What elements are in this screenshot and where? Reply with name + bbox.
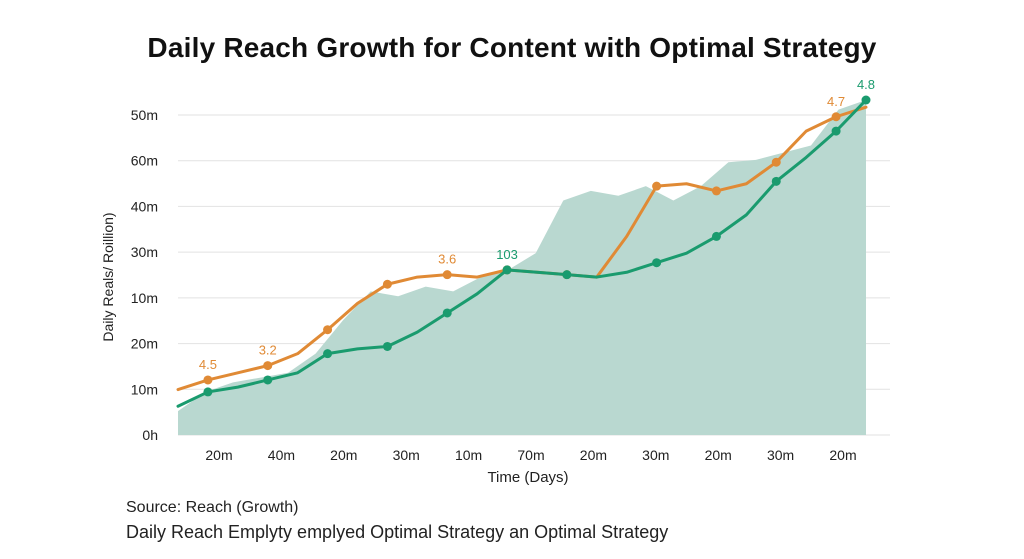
series-1-point bbox=[771, 157, 781, 167]
x-tick-label: 20m bbox=[829, 447, 856, 463]
series-2-point bbox=[652, 258, 662, 268]
x-tick-label: 20m bbox=[205, 447, 232, 463]
y-tick-label: 60m bbox=[131, 153, 158, 169]
series-layer: 4.5 3.2 3.6 4.7 103 4.8 bbox=[176, 77, 875, 408]
series-1-point bbox=[711, 186, 721, 196]
x-tick-label: 30m bbox=[767, 447, 794, 463]
y-axis-label: Daily Reals/ Roillion) bbox=[100, 212, 116, 342]
series-2-point bbox=[442, 308, 452, 318]
data-label: 4.5 bbox=[199, 357, 217, 372]
area-layer bbox=[178, 100, 866, 435]
series-1-point bbox=[323, 325, 333, 335]
data-label: 3.2 bbox=[259, 343, 277, 358]
chart-title: Daily Reach Growth for Content with Opti… bbox=[147, 32, 877, 63]
series-2-point bbox=[711, 231, 721, 241]
series-1-point bbox=[263, 361, 273, 371]
y-tick-label: 10m bbox=[131, 381, 158, 397]
series-2-point bbox=[502, 265, 512, 275]
series-1-point bbox=[442, 270, 452, 280]
series-1-point bbox=[652, 181, 662, 191]
series-2-point bbox=[203, 387, 213, 397]
x-tick-label: 20m bbox=[705, 447, 732, 463]
series-1-point bbox=[831, 112, 841, 122]
y-tick-label: 30m bbox=[131, 244, 158, 260]
series-2-point bbox=[562, 270, 572, 280]
y-tick-label: 0h bbox=[142, 427, 158, 443]
source-note: Source: Reach (Growth) bbox=[126, 499, 299, 516]
tick-labels: 0h 10m 20m 10m 30m 40m 60m 50m 20m 40m 20m 30m 10m 70… bbox=[131, 107, 857, 463]
series-2-point bbox=[831, 126, 841, 136]
y-tick-label: 50m bbox=[131, 107, 158, 123]
y-tick-label: 20m bbox=[131, 336, 158, 352]
y-tick-label: 10m bbox=[131, 290, 158, 306]
x-tick-label: 30m bbox=[642, 447, 669, 463]
x-tick-label: 70m bbox=[517, 447, 544, 463]
caption-text: Daily Reach Emplyty emplyed Optimal Stra… bbox=[126, 522, 669, 542]
series-1-point bbox=[382, 279, 392, 289]
reach-area bbox=[178, 100, 866, 435]
data-label: 4.8 bbox=[857, 77, 875, 92]
x-tick-label: 30m bbox=[393, 447, 420, 463]
series-2-point bbox=[263, 375, 273, 385]
series-2-point bbox=[861, 95, 871, 105]
series-2-point bbox=[382, 341, 392, 351]
x-axis-label: Time (Days) bbox=[487, 469, 569, 486]
y-tick-label: 40m bbox=[131, 198, 158, 214]
data-label: 3.6 bbox=[438, 252, 456, 267]
data-label: 103 bbox=[496, 247, 518, 262]
x-tick-label: 20m bbox=[330, 447, 357, 463]
series-2-point bbox=[323, 349, 333, 359]
series-line-2 bbox=[176, 98, 868, 408]
x-tick-label: 40m bbox=[268, 447, 295, 463]
x-tick-label: 20m bbox=[580, 447, 607, 463]
series-1-point bbox=[203, 375, 213, 385]
x-tick-label: 10m bbox=[455, 447, 482, 463]
data-label: 4.7 bbox=[827, 94, 845, 109]
series-2-point bbox=[771, 176, 781, 186]
